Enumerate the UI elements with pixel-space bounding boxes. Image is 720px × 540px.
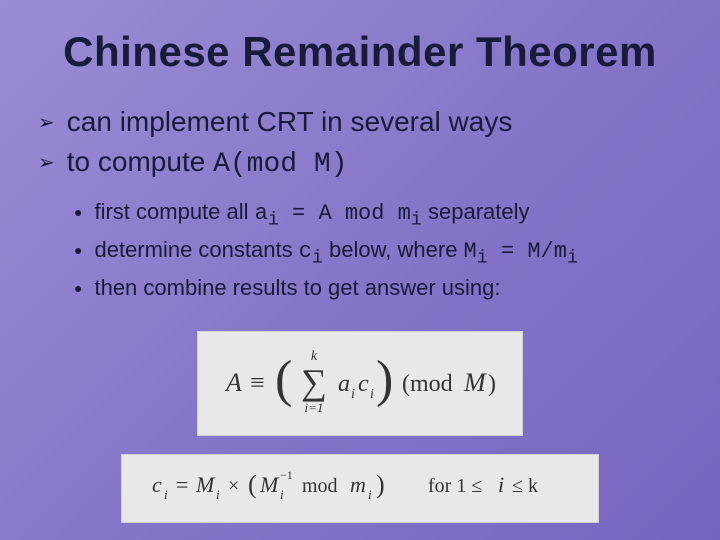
f2-m: m [350,472,366,497]
formula-2-svg: c i = M i × ( M −1 i mod m i ) for 1 ≤ i… [150,467,570,505]
formula-container: A ≡ ( k ∑ i=1 a i c i ) (mod M ) [30,331,690,523]
bullet-text-part: to compute [67,146,213,177]
sub: i [268,209,279,230]
arrow-icon: ➢ [38,110,55,135]
dot-icon: ● [74,204,82,220]
formula-1-svg: A ≡ ( k ∑ i=1 a i c i ) (mod M ) [220,346,500,416]
var: c [299,239,312,264]
f2-rparen: ) [376,470,385,499]
f2-M1: M [195,472,216,497]
f2-M1-sub: i [216,487,220,502]
f2-lek: ≤ k [512,475,538,497]
f2-times: × [228,475,239,497]
f2-c-sub: i [164,487,168,502]
var: = A mod m [279,201,411,226]
f2-M2-sup: −1 [280,468,293,482]
sub: i [312,247,323,268]
f1-sum-lower: i=1 [305,400,324,415]
f2-eq: = [176,472,188,497]
f2-c: c [152,472,162,497]
sub: i [567,247,578,268]
f1-lhs: A [224,368,242,397]
f1-a-sub: i [351,387,355,402]
f2-M2-sub: i [280,487,284,502]
sub-bullet-text: determine constants ci below, where Mi =… [94,236,578,270]
f2-lparen: ( [248,470,257,499]
sub: i [477,247,488,268]
bullet-text-part: can implement CRT in several ways [67,106,513,137]
f1-c: c [358,371,369,397]
f1-op: ≡ [250,368,265,397]
formula-box-2: c i = M i × ( M −1 i mod m i ) for 1 ≤ i… [121,454,599,523]
dot-icon: ● [74,242,82,258]
text-part: below, where [323,237,464,262]
page-title: Chinese Remainder Theorem [30,28,690,76]
text-part: separately [422,199,530,224]
mono-part: ci [299,239,323,264]
bullet-text: can implement CRT in several ways [67,104,513,140]
sub-bullet-item: ● determine constants ci below, where Mi… [74,236,690,270]
dot-icon: ● [74,280,82,296]
bullet-item: ➢ can implement CRT in several ways [38,104,690,140]
lparen: ( [275,351,292,408]
rparen: ) [376,351,393,408]
f2-M2: M [259,472,280,497]
formula-box-1: A ≡ ( k ∑ i=1 a i c i ) (mod M ) [197,331,523,436]
f1-c-sub: i [370,387,374,402]
bullet-text: to compute A(mod M) [67,144,348,183]
f1-mod: (mod [402,371,453,397]
sigma-icon: ∑ [301,362,327,402]
f2-for: for 1 ≤ [428,475,482,497]
f1-close: ) [488,371,496,397]
f2-m-sub: i [368,487,372,502]
sub-bullet-item: ● then combine results to get answer usi… [74,274,690,303]
slide: Chinese Remainder Theorem ➢ can implemen… [0,0,720,540]
mono-part: Mi = M/mi [464,239,578,264]
sub-bullet-list: ● first compute all ai = A mod mi separa… [30,198,690,303]
sub-bullet-text: first compute all ai = A mod mi separate… [94,198,529,232]
f2-i: i [498,472,504,497]
var: a [255,201,268,226]
sub: i [411,209,422,230]
mono-part: ai = A mod mi [255,201,422,226]
bullet-item: ➢ to compute A(mod M) [38,144,690,183]
f1-M: M [463,368,487,397]
arrow-icon: ➢ [38,150,55,175]
main-bullet-list: ➢ can implement CRT in several ways ➢ to… [30,104,690,184]
var: M [464,239,477,264]
bullet-text-mono: A(mod M) [213,149,347,180]
sub-bullet-item: ● first compute all ai = A mod mi separa… [74,198,690,232]
text-part: determine constants [94,237,298,262]
f2-mod: mod [302,475,338,497]
f1-a: a [338,371,350,397]
sub-bullet-text: then combine results to get answer using… [94,274,500,303]
text-part: first compute all [94,199,254,224]
var: = M/m [488,239,567,264]
